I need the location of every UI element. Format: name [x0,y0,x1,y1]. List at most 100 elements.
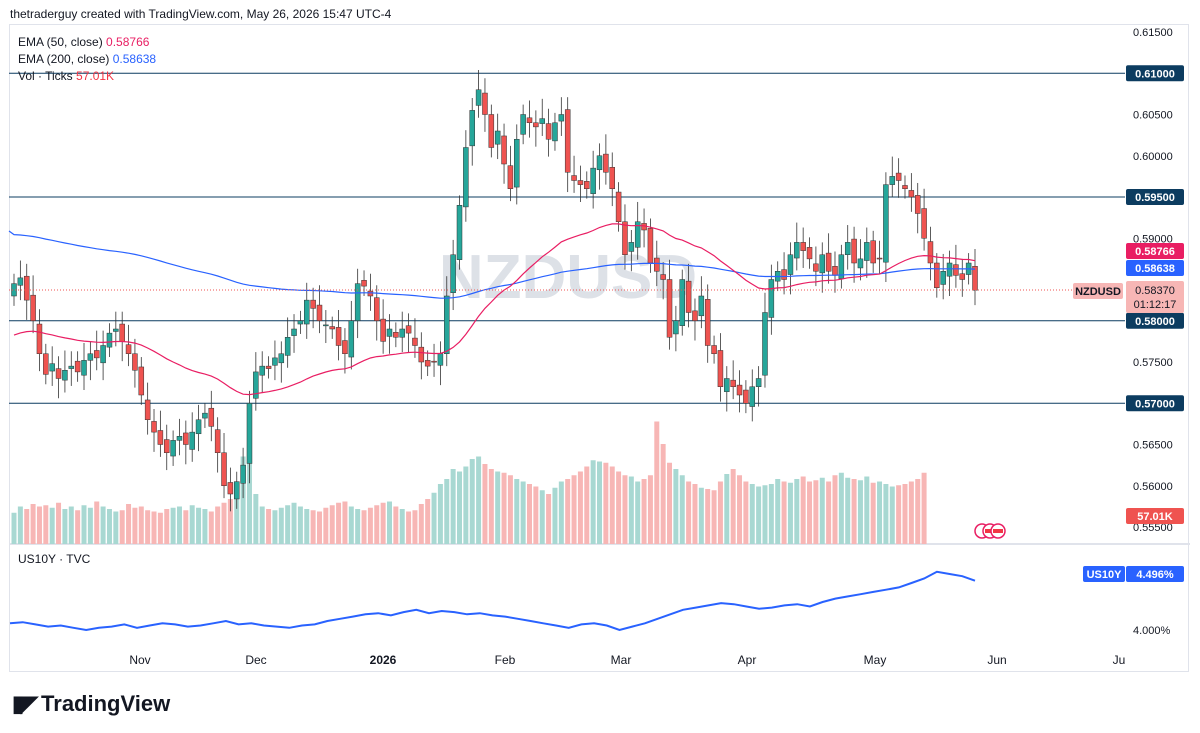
candle-body [100,345,106,364]
volume-bar [145,510,151,544]
candle-body [253,371,259,399]
candle-body [564,109,571,173]
volume-bar [17,506,23,544]
volume-bar [412,510,418,544]
volume-bar [56,502,62,544]
volume-bar [902,484,908,544]
candle-body [469,110,475,147]
volume-bar [896,485,902,544]
countdown-tag: 01:12:17 [1134,299,1177,311]
volume-bar [705,489,711,544]
volume-bar [367,507,373,544]
volume-bar [692,484,698,544]
candle-body [921,208,927,239]
volume-bar [240,456,246,544]
candle-body [717,350,724,388]
candle-body [914,195,921,214]
candle-body [813,263,819,272]
candle-body [927,241,934,264]
candle-body [603,153,609,173]
ema200-line [8,230,976,299]
candle-body [163,439,170,453]
candle-body [431,360,437,363]
volume-bar [749,484,755,544]
candle-body [475,89,482,106]
candle-body [30,294,36,321]
x-tick-label: Feb [495,653,516,667]
price-tags: 0.61000 0.59500 0.58000 0.57000 0.58766 0.586… [1073,65,1184,582]
watermark: NZDUSD [439,243,697,312]
candle-body [609,167,615,190]
volume-bar [176,506,182,544]
level-tag-bg [1126,395,1184,412]
candle-body [367,290,374,297]
legend-volume[interactable]: Vol · Ticks 57.01K [18,68,156,85]
volume-bar [100,506,106,544]
volume-bar [113,511,119,544]
volume-bar [380,502,386,544]
x-tick-label: Apr [738,653,757,667]
candle-body [571,175,577,181]
candle-body [405,325,412,334]
volume-bar [488,469,494,544]
legend-ema200[interactable]: EMA (200, close) 0.58638 [18,51,156,68]
volume-bar [170,507,176,544]
tradingview-logo[interactable]: ▮◤ TradingView [12,691,170,717]
volume-bar [202,509,208,544]
candle-body [11,283,17,297]
candle-body [418,346,425,363]
ema200-tag: 0.58638 [1135,263,1175,275]
legend-volume-value: 57.01K [76,69,115,83]
legend-ema50[interactable]: EMA (50, close) 0.58766 [18,34,156,51]
horizontal-levels [9,72,1125,404]
y-tick-label: 0.56000 [1133,481,1173,493]
volume-bar [807,481,813,544]
event-markers[interactable] [974,523,1006,539]
volume-bar [43,505,49,544]
candle-body [393,332,399,338]
candle-body [953,264,959,276]
candle-body [552,122,558,142]
candle-body [354,283,361,321]
volume-bar [463,466,469,544]
candle-body [482,92,488,115]
candle-body [673,320,679,335]
candle-body [113,328,119,332]
candle-body [183,432,189,445]
volume-bar [711,490,717,544]
candles [11,69,978,512]
candle-body [806,247,813,260]
volume-bar [234,496,240,544]
volume-bar [628,476,634,544]
x-tick-label: Nov [129,653,150,667]
volume-bar [151,511,157,544]
volume-bar [221,502,227,544]
y-tick-label: 0.59000 [1133,233,1173,245]
candle-body [246,403,253,464]
candle-body [138,366,145,396]
volume-bar [342,501,348,544]
candle-body [743,389,749,404]
candle-body [323,324,329,327]
candle-body [87,353,94,361]
y-tick-label: 0.57500 [1133,357,1173,369]
volume-bar [647,475,653,544]
candle-body [463,147,469,208]
volume-bar [622,475,628,544]
candle-body [634,221,641,248]
flag-stripe [993,529,1003,533]
y-axis: 0.61500 0.60500 0.60000 0.59000 0.57500 0.565… [1133,27,1173,637]
volume-bar [456,471,462,544]
candle-body [539,118,545,124]
volume-bar [781,481,787,544]
us10y-legend[interactable]: US10Y · TVC [18,551,90,568]
candle-body [170,440,176,457]
candle-body [692,310,698,322]
candle-body [724,378,730,392]
candle-body [17,277,24,286]
candle-body [81,360,87,376]
volume-bar [62,509,68,544]
candle-body [959,273,966,280]
volume-bar [857,480,863,544]
